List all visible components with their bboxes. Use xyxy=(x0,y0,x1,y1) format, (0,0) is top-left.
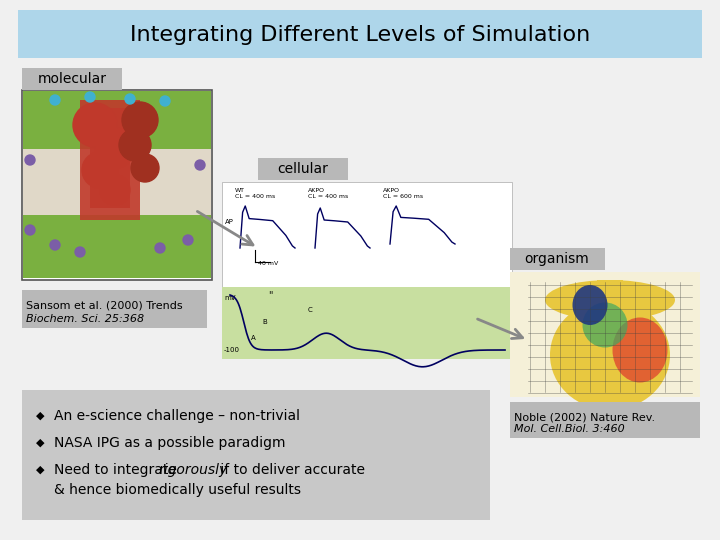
Bar xyxy=(258,158,348,180)
Text: Noble (2002) Nature Rev.: Noble (2002) Nature Rev. xyxy=(514,412,655,422)
Text: A: A xyxy=(251,335,256,341)
Bar xyxy=(23,149,211,215)
Bar xyxy=(222,287,512,359)
Text: AP: AP xyxy=(225,219,234,225)
Circle shape xyxy=(82,152,118,188)
Circle shape xyxy=(119,129,151,161)
Bar xyxy=(22,390,490,520)
Bar xyxy=(18,10,702,58)
Ellipse shape xyxy=(613,318,667,382)
Bar xyxy=(90,108,130,208)
Text: organism: organism xyxy=(525,252,590,266)
Circle shape xyxy=(125,94,135,104)
Ellipse shape xyxy=(572,285,608,325)
Circle shape xyxy=(25,225,35,235)
Circle shape xyxy=(73,103,117,147)
Bar xyxy=(23,91,211,149)
Text: Need to integrate: Need to integrate xyxy=(54,463,181,477)
Text: Biochem. Sci. 25:368: Biochem. Sci. 25:368 xyxy=(26,314,144,324)
Circle shape xyxy=(131,154,159,182)
Bar xyxy=(22,68,122,90)
Ellipse shape xyxy=(545,280,675,320)
Circle shape xyxy=(195,160,205,170)
Text: AKPO
CL = 400 ms: AKPO CL = 400 ms xyxy=(308,188,348,199)
Circle shape xyxy=(183,235,193,245)
Ellipse shape xyxy=(550,300,670,410)
Text: AKPO
CL = 600 ms: AKPO CL = 600 ms xyxy=(383,188,423,199)
Text: NASA IPG as a possible paradigm: NASA IPG as a possible paradigm xyxy=(54,436,286,450)
Text: ◆: ◆ xyxy=(36,411,45,421)
Text: rigorously: rigorously xyxy=(158,463,228,477)
Text: Sansom et al. (2000) Trends: Sansom et al. (2000) Trends xyxy=(26,301,183,311)
Bar xyxy=(22,290,207,328)
Circle shape xyxy=(25,155,35,165)
Bar xyxy=(22,90,212,280)
Text: ◆: ◆ xyxy=(36,465,45,475)
Bar xyxy=(23,215,211,278)
Text: ◆: ◆ xyxy=(36,438,45,448)
Bar xyxy=(597,280,623,315)
Bar xyxy=(80,100,140,220)
Circle shape xyxy=(122,102,158,138)
Text: mV: mV xyxy=(224,295,235,301)
Text: B: B xyxy=(263,319,267,325)
Circle shape xyxy=(50,95,60,105)
Text: ": " xyxy=(268,290,272,300)
Circle shape xyxy=(95,128,135,168)
Text: Integrating Different Levels of Simulation: Integrating Different Levels of Simulati… xyxy=(130,25,590,45)
Bar xyxy=(222,182,512,287)
Text: C: C xyxy=(307,307,312,313)
Ellipse shape xyxy=(582,302,628,348)
Circle shape xyxy=(100,175,130,205)
Text: 40 mV: 40 mV xyxy=(258,261,278,266)
Text: An e-science challenge – non-trivial: An e-science challenge – non-trivial xyxy=(54,409,300,423)
Bar xyxy=(510,248,605,270)
Circle shape xyxy=(155,243,165,253)
Text: cellular: cellular xyxy=(278,162,328,176)
Circle shape xyxy=(75,247,85,257)
Text: Mol. Cell.Biol. 3:460: Mol. Cell.Biol. 3:460 xyxy=(514,424,625,434)
Bar xyxy=(510,272,700,397)
Bar xyxy=(510,402,700,438)
Circle shape xyxy=(160,96,170,106)
Circle shape xyxy=(50,240,60,250)
Text: molecular: molecular xyxy=(37,72,107,86)
Text: WT
CL = 400 ms: WT CL = 400 ms xyxy=(235,188,275,199)
Circle shape xyxy=(85,92,95,102)
Text: if to deliver accurate: if to deliver accurate xyxy=(217,463,365,477)
Text: -100: -100 xyxy=(224,347,240,353)
Text: & hence biomedically useful results: & hence biomedically useful results xyxy=(54,483,301,497)
